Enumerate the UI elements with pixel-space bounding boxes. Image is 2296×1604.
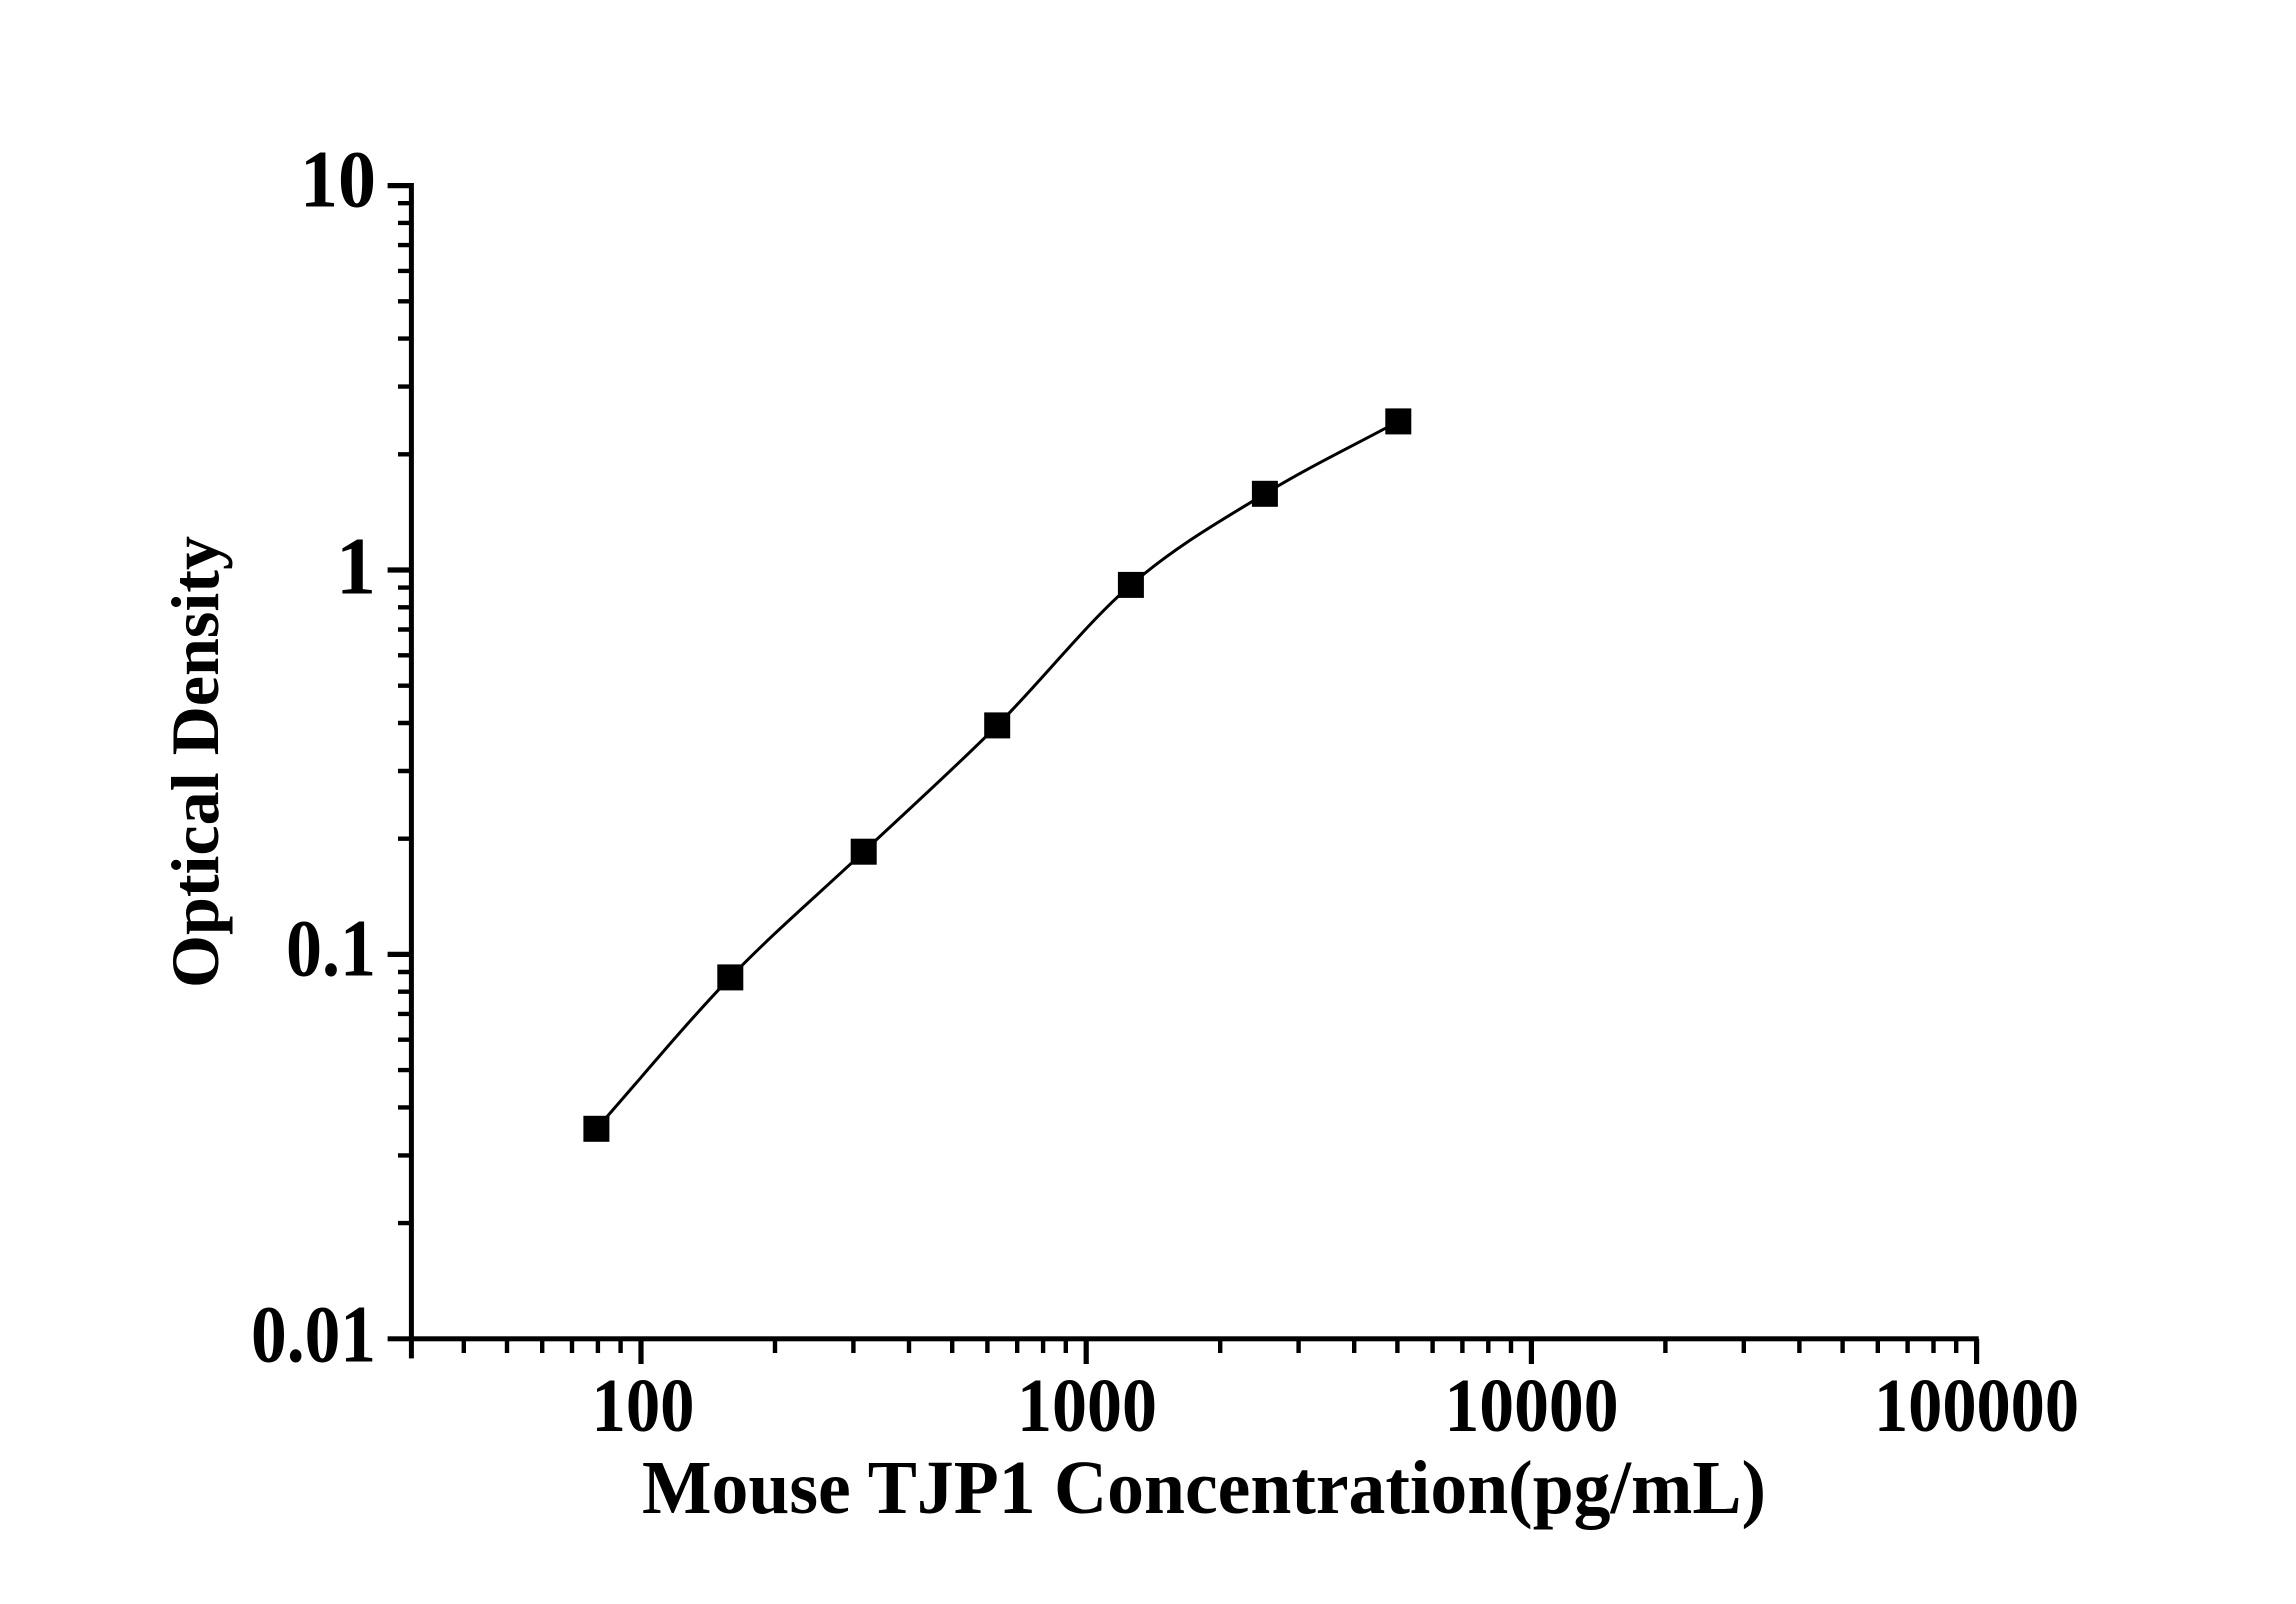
svg-text:1000: 1000 [1017,1364,1157,1448]
svg-text:1: 1 [336,521,376,612]
svg-text:0.01: 0.01 [251,1289,376,1380]
svg-text:100000: 100000 [1874,1364,2079,1448]
svg-text:Mouse TJP1 Concentration(pg/mL: Mouse TJP1 Concentration(pg/mL) [642,1446,1766,1530]
svg-text:Optical Density: Optical Density [157,536,233,988]
svg-text:100: 100 [592,1364,695,1448]
svg-text:10000: 10000 [1445,1364,1619,1448]
svg-text:10: 10 [300,134,376,225]
svg-text:0.1: 0.1 [286,903,376,994]
